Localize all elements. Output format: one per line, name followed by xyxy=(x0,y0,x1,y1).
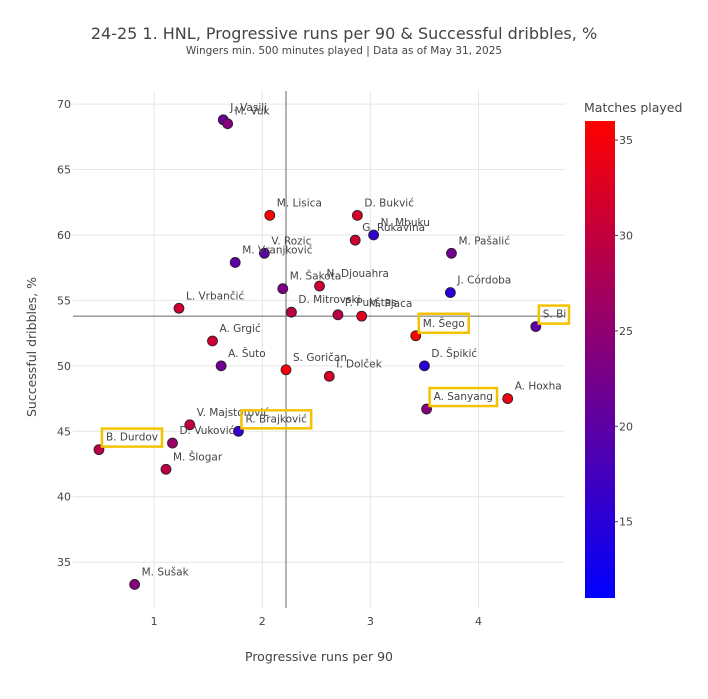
chart-subtitle: Wingers min. 500 minutes played | Data a… xyxy=(186,45,502,57)
y-axis-title: Successful dribbles, % xyxy=(24,277,39,417)
point-label: M. Šlogar xyxy=(173,450,223,463)
y-tick-label: 45 xyxy=(57,425,71,438)
colorbar-title: Matches played xyxy=(584,100,682,115)
point-label: M. Pašalić xyxy=(458,235,510,247)
data-point xyxy=(280,364,292,376)
reference-lines xyxy=(73,91,565,608)
point-label: A. Hoxha xyxy=(515,381,562,393)
data-point xyxy=(167,437,178,449)
data-point xyxy=(286,306,297,318)
highlight-box xyxy=(537,304,571,325)
data-point xyxy=(229,257,241,268)
data-point xyxy=(444,287,456,298)
point-label: N. Mbuku xyxy=(381,217,430,229)
point-label: N. Djouahra xyxy=(327,268,389,280)
point-label: M. Vranjković xyxy=(242,244,313,256)
point-label: P. Pukštas xyxy=(345,297,397,309)
data-point xyxy=(129,579,141,590)
colorbar-tick-label: 15 xyxy=(619,516,633,529)
point-label: L. Vrbančić xyxy=(186,290,244,302)
x-tick-label: 2 xyxy=(259,615,266,628)
data-point xyxy=(323,370,335,382)
point-label: M. Sušak xyxy=(142,566,190,578)
data-point xyxy=(349,234,361,246)
data-point xyxy=(258,247,270,259)
data-point xyxy=(314,280,325,292)
colorbar-tick-label: 25 xyxy=(619,325,633,338)
highlight-box xyxy=(240,409,313,430)
point-label: G. Rukavina xyxy=(362,222,425,234)
y-tick-label: 55 xyxy=(57,294,71,307)
x-tick-label: 1 xyxy=(151,615,158,628)
data-point xyxy=(351,209,363,221)
point-label: A. Šuto xyxy=(228,347,266,360)
data-point xyxy=(264,209,276,221)
data-point xyxy=(215,360,227,372)
data-point xyxy=(446,247,457,259)
point-label: M. Šakota xyxy=(290,270,342,283)
data-point xyxy=(160,463,172,475)
y-tick-label: 40 xyxy=(57,491,71,504)
data-point xyxy=(368,229,380,241)
x-tick-label: 3 xyxy=(367,615,374,628)
colorbar-gradient xyxy=(585,121,615,598)
data-point xyxy=(332,309,344,321)
data-point xyxy=(184,419,196,431)
point-label: M. Lisica xyxy=(277,197,322,209)
highlight-box xyxy=(100,427,164,448)
y-tick-label: 65 xyxy=(57,164,71,177)
data-point xyxy=(222,118,234,130)
point-label: J. Córdoba xyxy=(456,275,511,287)
colorbar: 15 20 25 30 35 xyxy=(585,121,633,598)
point-label: M. Vuk xyxy=(235,106,271,118)
y-tick-label: 60 xyxy=(57,229,71,242)
chart-title: 24-25 1. HNL, Progressive runs per 90 & … xyxy=(91,24,597,43)
colorbar-tick-label: 30 xyxy=(619,229,633,242)
plot-area xyxy=(73,91,565,608)
y-tick-label: 70 xyxy=(57,98,71,111)
point-label: S. Goričan xyxy=(293,352,347,364)
point-label: S. Bi xyxy=(543,309,566,321)
point-label: V. Rozic xyxy=(271,235,311,247)
highlight-box xyxy=(417,312,470,335)
y-tick-label: 35 xyxy=(57,556,71,569)
axis-ticks: 1 2 3 4 35 40 45 50 55 60 65 70 xyxy=(57,98,482,628)
data-point xyxy=(502,393,514,404)
point-label: D. Vuković xyxy=(179,425,234,437)
point-label: M. Pjaca xyxy=(369,298,413,310)
point-label: A. Sanyang xyxy=(434,391,493,403)
data-point xyxy=(356,310,368,322)
data-point xyxy=(277,283,289,295)
colorbar-tick-label: 35 xyxy=(619,134,633,147)
point-label: D. Mitrovski xyxy=(298,294,360,306)
colorbar-tick-label: 20 xyxy=(619,420,633,433)
highlight-box xyxy=(428,386,499,408)
data-point xyxy=(173,302,185,314)
point-label: D. Špikić xyxy=(431,347,477,360)
gridlines xyxy=(73,91,565,608)
data-point xyxy=(207,335,218,347)
data-points xyxy=(93,114,542,590)
x-tick-label: 4 xyxy=(475,615,482,628)
y-tick-label: 50 xyxy=(57,360,71,373)
point-label: R. Brajković xyxy=(245,413,307,425)
point-label: B. Durdov xyxy=(106,432,158,444)
point-label: J. Vasilj xyxy=(229,102,267,114)
x-axis-title: Progressive runs per 90 xyxy=(245,649,393,664)
point-label: D. Bukvić xyxy=(364,197,414,209)
point-label: A. Grgić xyxy=(219,323,261,335)
data-point xyxy=(419,360,430,372)
point-label: M. Šego xyxy=(423,317,465,330)
point-label: I. Dolček xyxy=(336,358,382,370)
